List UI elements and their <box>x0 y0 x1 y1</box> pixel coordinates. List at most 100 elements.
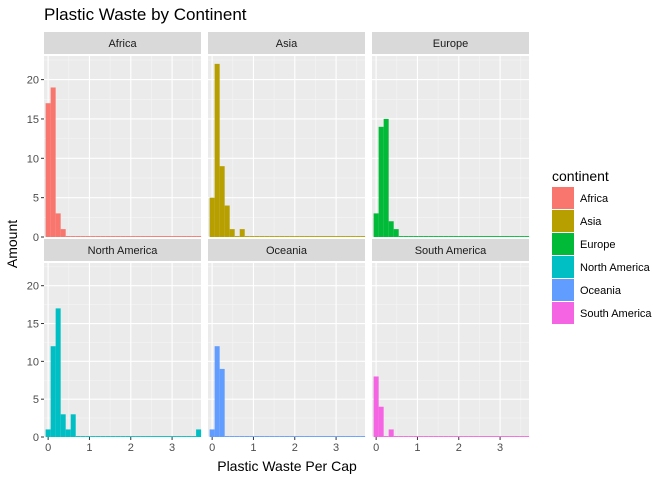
histogram-bar <box>443 236 449 237</box>
histogram-bar <box>196 429 202 437</box>
histogram-bar <box>373 213 379 237</box>
histogram-bar <box>209 429 215 437</box>
histogram-bar <box>55 308 61 437</box>
histogram-bar <box>388 429 394 437</box>
histogram-bar <box>294 236 300 237</box>
legend-item-africa: Africa <box>552 187 609 209</box>
legend: continent Africa Asia Europe North America O… <box>552 168 652 324</box>
histogram-bar <box>65 429 71 437</box>
histogram-bar <box>418 436 424 437</box>
histogram-bar <box>478 436 484 437</box>
histogram-bar <box>274 436 280 437</box>
histogram-bar <box>373 376 379 437</box>
histogram-bar <box>100 436 106 437</box>
histogram-bar <box>186 236 192 237</box>
histogram-bar <box>130 436 136 437</box>
legend-label: Europe <box>580 239 615 251</box>
histogram-bar <box>264 436 270 437</box>
facet-label-europe: Europe <box>433 38 468 50</box>
histogram-bar <box>160 436 167 437</box>
histogram-bar <box>259 236 265 237</box>
histogram-bars-europe <box>373 118 530 237</box>
histogram-bar <box>478 236 484 237</box>
histogram-bars-oceania <box>209 346 366 437</box>
legend-item-south-america: South America <box>552 302 652 324</box>
histogram-bar <box>105 236 111 237</box>
histogram-bar <box>388 221 394 237</box>
x-axis-title: Plastic Waste Per Cap <box>217 458 357 474</box>
histogram-bar <box>229 229 235 237</box>
histogram-bar <box>181 436 187 437</box>
histogram-bar <box>45 429 51 437</box>
histogram-bar <box>249 436 255 437</box>
histogram-bar <box>289 436 295 437</box>
histogram-bar <box>45 103 51 237</box>
histogram-bar <box>350 436 356 437</box>
legend-swatch <box>552 256 574 278</box>
histogram-bar <box>324 236 331 237</box>
histogram-bar <box>345 436 351 437</box>
histogram-bar <box>483 436 489 437</box>
histogram-bar <box>494 236 500 237</box>
histogram-bar <box>75 236 81 237</box>
histogram-bar <box>499 236 505 237</box>
histogram-bar <box>259 436 265 437</box>
histogram-bar <box>70 414 76 437</box>
histogram-bar <box>75 436 81 437</box>
facet-label-north-america: North America <box>88 245 159 257</box>
histogram-bar <box>448 436 454 437</box>
x-tick-label: 1 <box>250 442 256 454</box>
y-tick-label: 15 <box>27 319 39 331</box>
legend-item-europe: Europe <box>552 233 615 255</box>
histogram-bar <box>120 236 126 237</box>
histogram-bar <box>244 436 250 437</box>
histogram-bar <box>191 436 197 437</box>
histogram-bar <box>155 236 161 237</box>
histogram-bars-south-america <box>373 376 530 437</box>
x-tick-label: 0 <box>373 442 379 454</box>
histogram-bar <box>289 236 295 237</box>
histogram-bar <box>100 236 106 237</box>
y-tick-label: 5 <box>33 193 39 205</box>
histogram-bar <box>299 436 305 437</box>
histogram-bar <box>219 368 225 437</box>
histogram-bar <box>239 229 245 237</box>
histogram-bar <box>120 436 126 437</box>
histogram-bar <box>324 436 331 437</box>
histogram-bar <box>383 118 389 237</box>
histogram-bar <box>403 236 409 237</box>
histogram-bar <box>155 436 161 437</box>
facet-label-south-america: South America <box>415 245 487 257</box>
histogram-bar <box>264 236 270 237</box>
histogram-bar <box>360 236 366 237</box>
histogram-bar <box>166 236 172 237</box>
facet-strip-oceania <box>208 239 365 261</box>
legend-label: Africa <box>580 193 609 205</box>
histogram-bar <box>494 436 500 437</box>
histogram-bar <box>463 236 469 237</box>
histogram-bar <box>186 436 192 437</box>
x-tick-label: 2 <box>292 442 298 454</box>
histogram-bar <box>60 414 66 437</box>
histogram-bar <box>110 236 116 237</box>
histogram-bar <box>130 236 136 237</box>
histogram-bar <box>468 436 474 437</box>
histogram-bar <box>244 236 250 237</box>
histogram-bar <box>393 436 399 437</box>
facet-panels: Africa Asia Europe North America Oceania Sout… <box>44 32 530 438</box>
histogram-bar <box>378 126 384 237</box>
x-tick-label: 3 <box>169 442 175 454</box>
facet-label-asia: Asia <box>276 38 298 50</box>
histogram-bar <box>383 436 389 437</box>
facet-strip-asia <box>208 32 365 54</box>
histogram-bar <box>345 236 351 237</box>
legend-item-north-america: North America <box>552 256 651 278</box>
y-tick-label: 20 <box>27 75 39 87</box>
histogram-bar <box>319 236 325 237</box>
histogram-bar <box>115 236 121 237</box>
y-tick-label: 5 <box>33 394 39 406</box>
histogram-bar <box>443 436 449 437</box>
histogram-bar <box>413 236 419 237</box>
histogram-bar <box>269 236 275 237</box>
histogram-bar <box>125 236 131 237</box>
